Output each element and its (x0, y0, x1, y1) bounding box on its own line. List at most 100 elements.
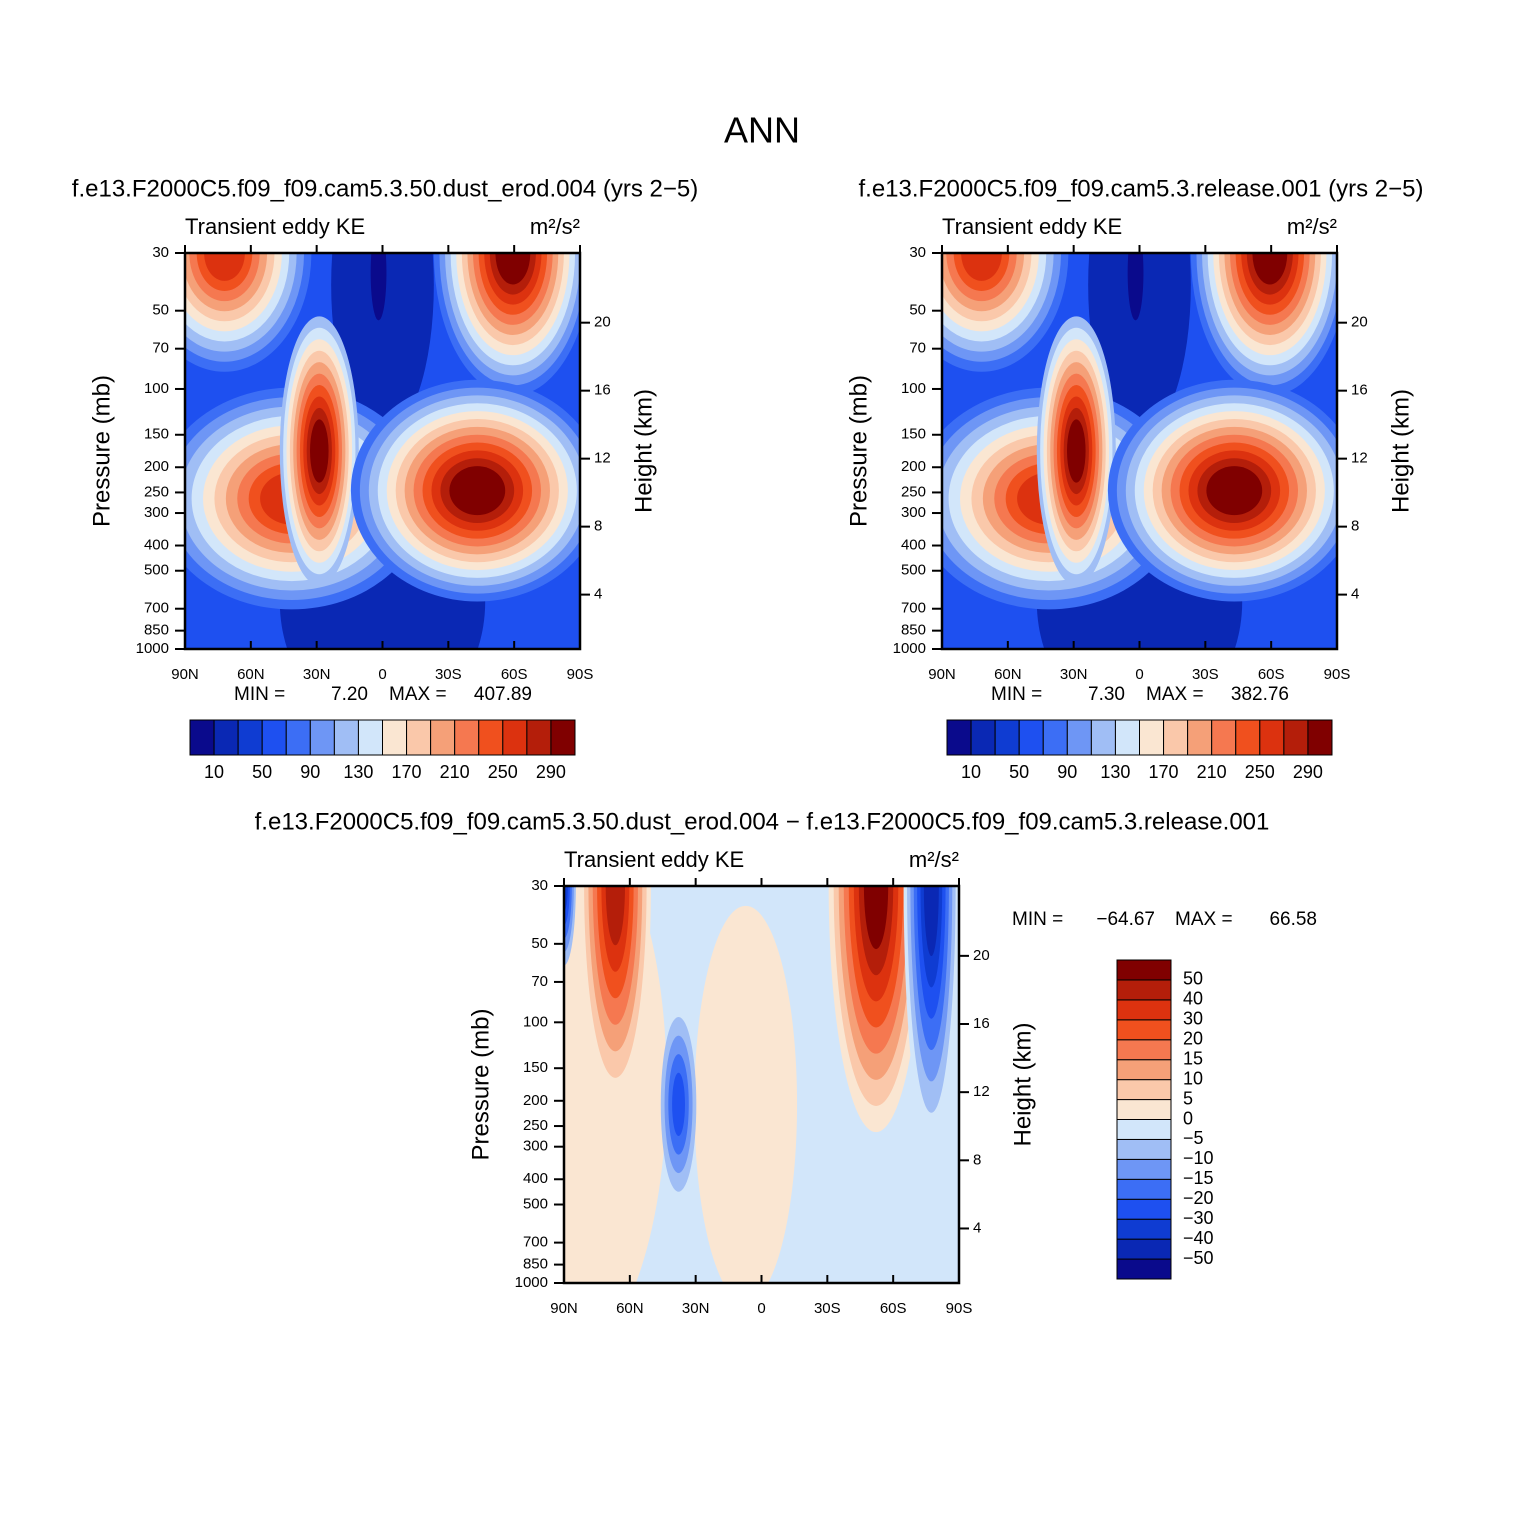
y-tick-label: 400 (901, 536, 926, 553)
y2-axis-label: Height (km) (1387, 389, 1414, 513)
colorbar-box (1116, 1039, 1172, 1061)
y2-tick-label: 20 (1351, 314, 1368, 331)
colorbar-box (1283, 719, 1309, 756)
colorbar-box (1235, 719, 1261, 756)
colorbar-box (454, 719, 480, 756)
colorbar-label: 90 (300, 762, 320, 782)
y2-tick-label: 16 (594, 382, 611, 399)
x-tick-label: 0 (757, 1300, 765, 1317)
colorbar-label: 5 (1183, 1088, 1193, 1108)
colorbar-label: 130 (1100, 762, 1130, 782)
colorbar-box (1307, 719, 1333, 756)
colorbar-label: 10 (1183, 1068, 1203, 1088)
y-tick-label: 100 (144, 380, 169, 397)
min-value: 7.30 (1088, 684, 1125, 705)
colorbar-label: 250 (488, 762, 518, 782)
x-tick-label: 90S (1324, 666, 1351, 683)
contour-band (1067, 419, 1086, 483)
min-label: MIN = (991, 684, 1042, 705)
y-tick-label: 50 (152, 302, 169, 319)
colorbar-label: 50 (252, 762, 272, 782)
y-tick-label: 250 (144, 483, 169, 500)
colorbar-box (1259, 719, 1285, 756)
colorbar-box (1163, 719, 1189, 756)
panel-subtitle: f.e13.F2000C5.f09_f09.cam5.3.50.dust_ero… (72, 175, 698, 202)
y-tick-label: 100 (901, 380, 926, 397)
x-tick-label: 90N (928, 666, 956, 683)
units-label: m²/s² (909, 847, 959, 872)
contour-band (605, 886, 625, 946)
colorbar-box (1116, 1059, 1172, 1081)
y2-axis-label: Height (km) (630, 389, 657, 513)
max-value: 66.58 (1269, 909, 1317, 930)
y2-tick-label: 12 (973, 1083, 990, 1100)
contour-band (1127, 253, 1144, 321)
contour-band (204, 253, 245, 281)
max-value: 382.76 (1231, 684, 1289, 705)
max-value: 407.89 (474, 684, 532, 705)
panel-label: Transient eddy KE (185, 214, 365, 239)
x-tick-label: 30N (303, 666, 331, 683)
colorbar-label: 250 (1245, 762, 1275, 782)
colorbar-label: −15 (1183, 1168, 1214, 1188)
contour-band (672, 1072, 685, 1137)
y-tick-label: 100 (523, 1013, 548, 1030)
colorbar-box (213, 719, 239, 756)
colorbar-box (502, 719, 528, 756)
x-tick-label: 0 (1135, 666, 1143, 683)
units-label: m²/s² (1287, 214, 1337, 239)
colorbar-box (357, 719, 383, 756)
y2-tick-label: 8 (594, 518, 602, 535)
x-tick-label: 90S (567, 666, 594, 683)
x-tick-label: 60S (501, 666, 528, 683)
y2-tick-label: 12 (594, 450, 611, 467)
colorbar-label: 15 (1183, 1048, 1203, 1068)
y-tick-label: 1000 (893, 640, 926, 657)
colorbar-label: 130 (343, 762, 373, 782)
y-tick-label: 200 (523, 1092, 548, 1109)
y-tick-label: 300 (901, 504, 926, 521)
colorbar-box (406, 719, 432, 756)
colorbar-box (1116, 1019, 1172, 1041)
contour-field (185, 253, 580, 649)
colorbar-box (478, 719, 504, 756)
colorbar-label: 20 (1183, 1029, 1203, 1049)
colorbar-box (1042, 719, 1068, 756)
colorbar-box (309, 719, 335, 756)
colorbar-box (1139, 719, 1165, 756)
contour-band (331, 253, 434, 436)
colorbar-label: −30 (1183, 1208, 1214, 1228)
x-tick-label: 30S (814, 1300, 841, 1317)
y-tick-label: 70 (909, 340, 926, 357)
y2-tick-label: 20 (594, 314, 611, 331)
min-label: MIN = (234, 684, 285, 705)
y-tick-label: 30 (152, 244, 169, 261)
y-tick-label: 150 (523, 1059, 548, 1076)
contour-band (961, 253, 1002, 281)
colorbar-box (526, 719, 552, 756)
colorbar-box (946, 719, 972, 756)
panel-subtitle: f.e13.F2000C5.f09_f09.cam5.3.release.001… (858, 175, 1423, 202)
contour-band (1088, 253, 1191, 436)
contour-band (1206, 466, 1263, 516)
colorbar-box (261, 719, 287, 756)
y-tick-label: 1000 (136, 640, 169, 657)
colorbar-box (1116, 999, 1172, 1021)
x-tick-label: 30S (1192, 666, 1219, 683)
x-tick-label: 90N (171, 666, 199, 683)
colorbar-box (382, 719, 408, 756)
y-tick-label: 250 (523, 1117, 548, 1134)
colorbar-label: 210 (1197, 762, 1227, 782)
colorbar-label: −50 (1183, 1248, 1214, 1268)
colorbar-box (285, 719, 311, 756)
y-tick-label: 700 (144, 600, 169, 617)
y-tick-label: 200 (901, 458, 926, 475)
colorbar-label: −10 (1183, 1148, 1214, 1168)
y-tick-label: 500 (144, 562, 169, 579)
colorbar-box (1116, 1099, 1172, 1120)
colorbar-label: −40 (1183, 1228, 1214, 1248)
colorbar-box (1116, 1158, 1172, 1180)
contour-field (942, 253, 1337, 649)
y-axis-label: Pressure (mb) (88, 375, 115, 527)
